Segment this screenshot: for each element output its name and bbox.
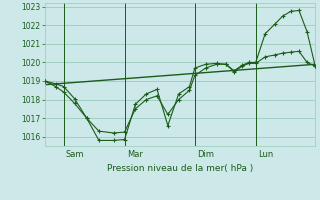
X-axis label: Pression niveau de la mer( hPa ): Pression niveau de la mer( hPa ) [107,164,253,173]
Text: Sam: Sam [66,150,84,159]
Text: Dim: Dim [197,150,214,159]
Text: Mar: Mar [127,150,143,159]
Text: Lun: Lun [258,150,273,159]
